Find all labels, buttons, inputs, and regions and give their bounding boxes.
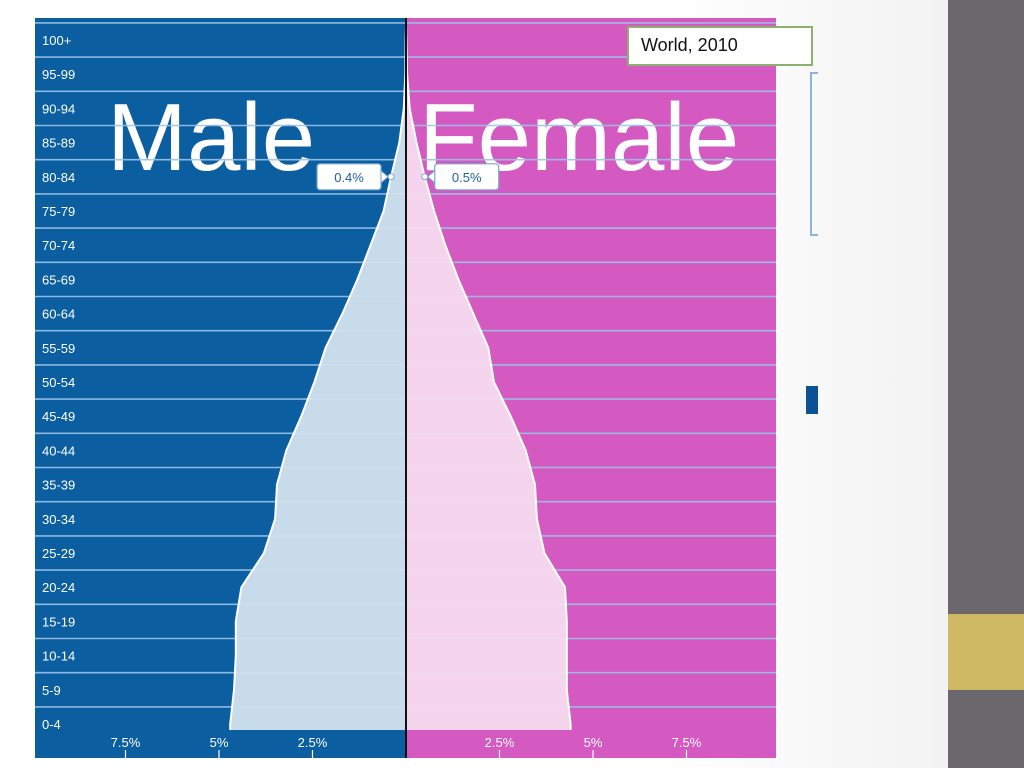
age-label-20-24: 20-24 [42,580,75,595]
age-label-55-59: 55-59 [42,341,75,356]
age-label-85-89: 85-89 [42,136,75,151]
age-label-15-19: 15-19 [42,614,75,629]
x-tick-label: 7.5% [672,735,702,750]
x-tick-label: 7.5% [111,735,141,750]
x-axis-band-female [406,730,776,758]
legend-label: World, 2010 [641,35,738,55]
age-label-45-49: 45-49 [42,409,75,424]
x-tick-label: 5% [584,735,603,750]
age-label-90-94: 90-94 [42,101,75,116]
side-accent-block [948,614,1024,690]
x-axis-band-male [35,730,406,758]
population-pyramid-chart: Male Female 0-4 5-9 10-14 15-19 20-24 25-29 30-3… [35,18,776,758]
callout-label-male: 0.4% [334,170,364,185]
male-watermark-label: Male [107,84,315,191]
age-label-75-79: 75-79 [42,204,75,219]
cropped-highlight-edge [806,386,818,414]
age-label-65-69: 65-69 [42,272,75,287]
age-label-70-74: 70-74 [42,238,75,253]
callout-point-male [387,173,395,181]
age-label-50-54: 50-54 [42,375,75,390]
series-female-area [405,25,572,733]
pyramid-svg: Male Female0-45-910-1415-1920-2425-2930-3… [35,18,776,758]
callout-point-female [421,173,429,181]
age-label-25-29: 25-29 [42,546,75,561]
callout-pointer-male [380,169,389,184]
cropped-frame-edge [810,72,818,236]
age-label-10-14: 10-14 [42,649,75,664]
age-label-95-99: 95-99 [42,67,75,82]
age-label-5-9: 5-9 [42,683,61,698]
callout-label-female: 0.5% [452,170,482,185]
age-label-60-64: 60-64 [42,307,75,322]
x-tick-label: 5% [210,735,229,750]
x-tick-label: 2.5% [298,735,328,750]
age-label-100+: 100+ [42,33,71,48]
legend-box: World, 2010 [627,26,813,66]
age-label-35-39: 35-39 [42,478,75,493]
x-tick-label: 2.5% [485,735,515,750]
age-label-80-84: 80-84 [42,170,75,185]
series-male-area [229,25,407,733]
age-label-30-34: 30-34 [42,512,75,527]
age-label-0-4: 0-4 [42,717,61,732]
age-label-40-44: 40-44 [42,443,75,458]
callout-pointer-female [426,169,436,184]
